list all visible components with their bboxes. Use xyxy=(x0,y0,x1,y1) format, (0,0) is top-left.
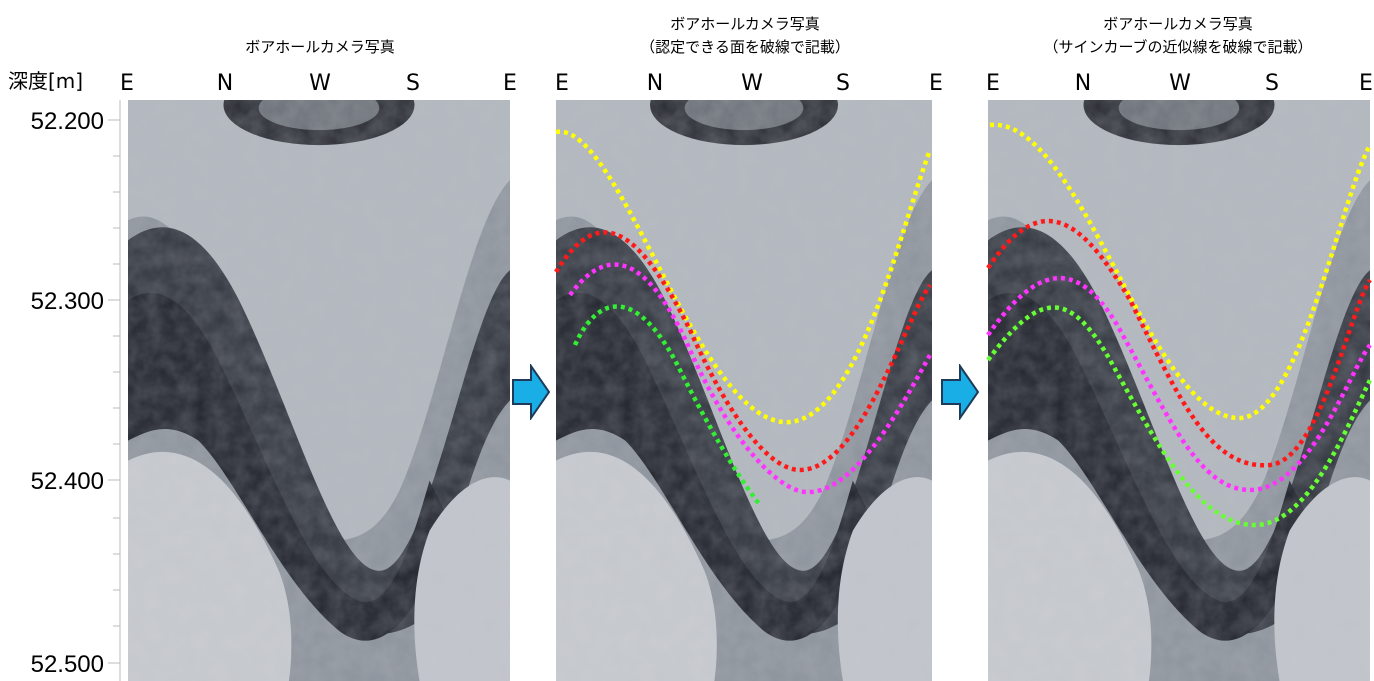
depth-tick: 52.200 xyxy=(31,108,104,135)
direction-label: E xyxy=(555,71,569,96)
borehole-image xyxy=(128,65,510,681)
direction-label: E xyxy=(986,71,1000,96)
direction-label: N xyxy=(1075,71,1091,96)
arrow xyxy=(513,366,549,418)
direction-label: W xyxy=(741,71,763,96)
direction-label: N xyxy=(647,71,663,96)
depth-major-ticks xyxy=(108,120,120,663)
direction-label: E xyxy=(1359,71,1373,96)
direction-label: N xyxy=(217,71,233,96)
depth-tick: 52.300 xyxy=(31,288,104,315)
direction-label: S xyxy=(406,71,420,96)
direction-label: W xyxy=(309,71,331,96)
panel-title: （サインカーブの近似線を破線で記載） xyxy=(1043,38,1312,56)
direction-label: E xyxy=(503,71,517,96)
direction-label: S xyxy=(836,71,850,96)
borehole-image xyxy=(556,65,932,681)
depth-minor-ticks xyxy=(113,156,120,626)
direction-label: E xyxy=(929,71,943,96)
arrow xyxy=(942,366,978,418)
direction-label: S xyxy=(1265,71,1279,96)
depth-label: 深度[m] xyxy=(8,69,83,93)
depth-tick: 52.400 xyxy=(31,468,104,495)
figure: 深度[m] 52.200 52.300 52.400 52.500 ボアホールカ… xyxy=(0,0,1374,681)
direction-label: E xyxy=(120,71,134,96)
panel-title: ボアホールカメラ写真 xyxy=(670,15,820,33)
depth-tick: 52.500 xyxy=(31,651,104,678)
panel-title: ボアホールカメラ写真 xyxy=(1103,15,1253,33)
panel-title: ボアホールカメラ写真 xyxy=(245,38,395,56)
direction-label: W xyxy=(1169,71,1191,96)
panel-title: （認定できる面を破線で記載） xyxy=(640,38,850,56)
